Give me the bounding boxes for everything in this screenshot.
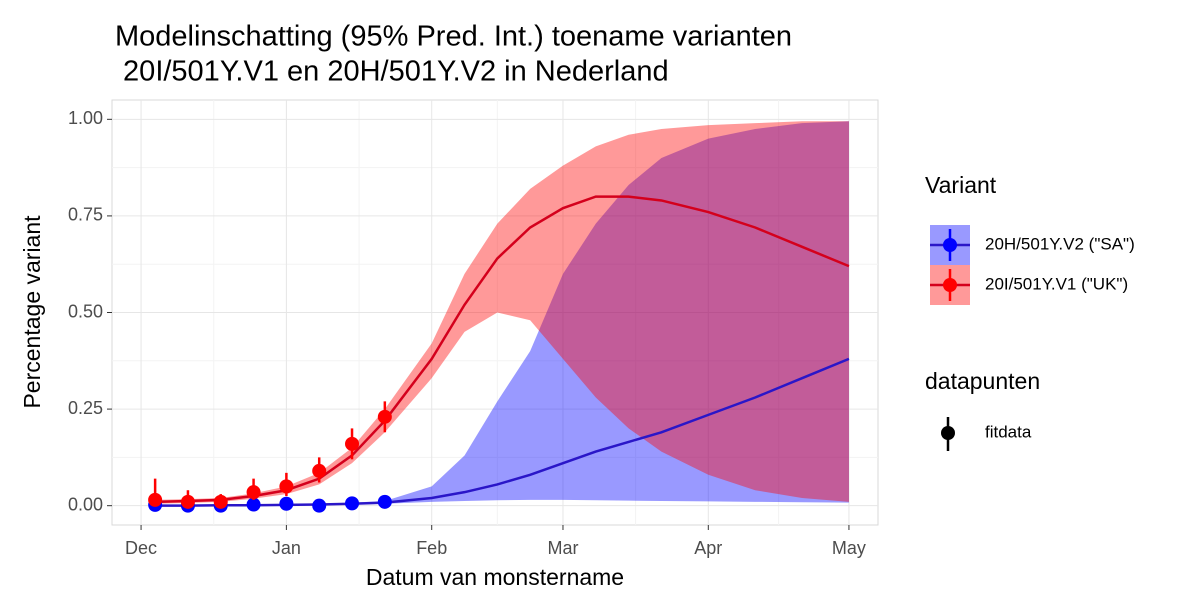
- data-point: [148, 492, 163, 507]
- y-tick-label: 0.25: [68, 398, 103, 418]
- legend-label: 20I/501Y.V1 ("UK"): [985, 274, 1128, 293]
- data-point: [345, 436, 360, 451]
- y-tick-label: 0.75: [68, 205, 103, 225]
- y-axis-title: Percentage variant: [19, 215, 45, 409]
- legend-key: [941, 426, 955, 440]
- chart-title: Modelinschatting (95% Pred. Int.) toenam…: [115, 21, 792, 53]
- data-point: [180, 494, 195, 509]
- x-tick-label: May: [832, 538, 866, 558]
- legend-key: [943, 278, 957, 292]
- x-axis-title: Datum van monstername: [366, 564, 624, 590]
- legend-label: fitdata: [985, 422, 1032, 441]
- y-tick-label: 1.00: [68, 108, 103, 128]
- legend-key: [943, 238, 957, 252]
- data-point: [312, 463, 327, 478]
- x-tick-label: Mar: [547, 538, 578, 558]
- legend-title: datapunten: [925, 368, 1040, 394]
- data-point: [345, 496, 360, 511]
- data-point: [279, 479, 294, 494]
- data-point: [377, 409, 392, 424]
- data-point: [213, 494, 228, 509]
- legend-label: 20H/501Y.V2 ("SA"): [985, 234, 1135, 253]
- ribbon: [155, 121, 849, 506]
- data-point: [377, 494, 392, 509]
- data-point: [312, 498, 327, 513]
- x-tick-label: Jan: [272, 538, 301, 558]
- x-tick-label: Feb: [416, 538, 447, 558]
- ribbon: [155, 121, 849, 504]
- legend-title: Variant: [925, 172, 997, 198]
- x-tick-label: Apr: [694, 538, 722, 558]
- chart-title: 20I/501Y.V1 en 20H/501Y.V2 in Nederland: [115, 56, 669, 88]
- data-point: [246, 485, 261, 500]
- data-point: [246, 497, 261, 512]
- x-tick-label: Dec: [125, 538, 157, 558]
- data-point: [279, 496, 294, 511]
- y-tick-label: 0.00: [68, 494, 103, 514]
- y-tick-label: 0.50: [68, 301, 103, 321]
